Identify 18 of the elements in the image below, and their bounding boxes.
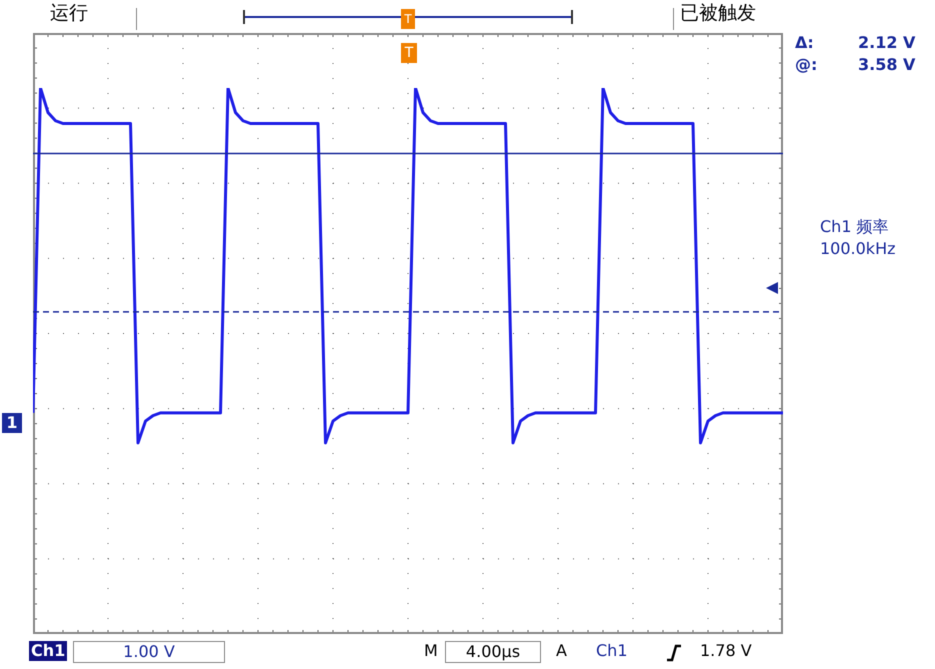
text: 100.0kHz: [820, 239, 896, 259]
text: 1.00 V: [73, 641, 225, 663]
text: Ch1 频率: [820, 217, 889, 237]
text: M: [424, 641, 438, 661]
text: T: [401, 9, 415, 29]
text: 1.78 V: [700, 641, 752, 661]
text: 4.00µs: [445, 641, 541, 663]
text: @:: [795, 55, 818, 75]
text: A: [556, 641, 567, 661]
text: 3.58 V: [858, 55, 916, 75]
text: 2.12 V: [858, 33, 916, 53]
text: Ch1: [596, 641, 628, 661]
text: Δ:: [795, 33, 814, 53]
text: 已被触发: [680, 2, 756, 24]
text: Ch1: [29, 641, 68, 661]
text: 运行: [50, 2, 88, 24]
text: 1: [2, 413, 22, 433]
text: T: [401, 43, 417, 63]
